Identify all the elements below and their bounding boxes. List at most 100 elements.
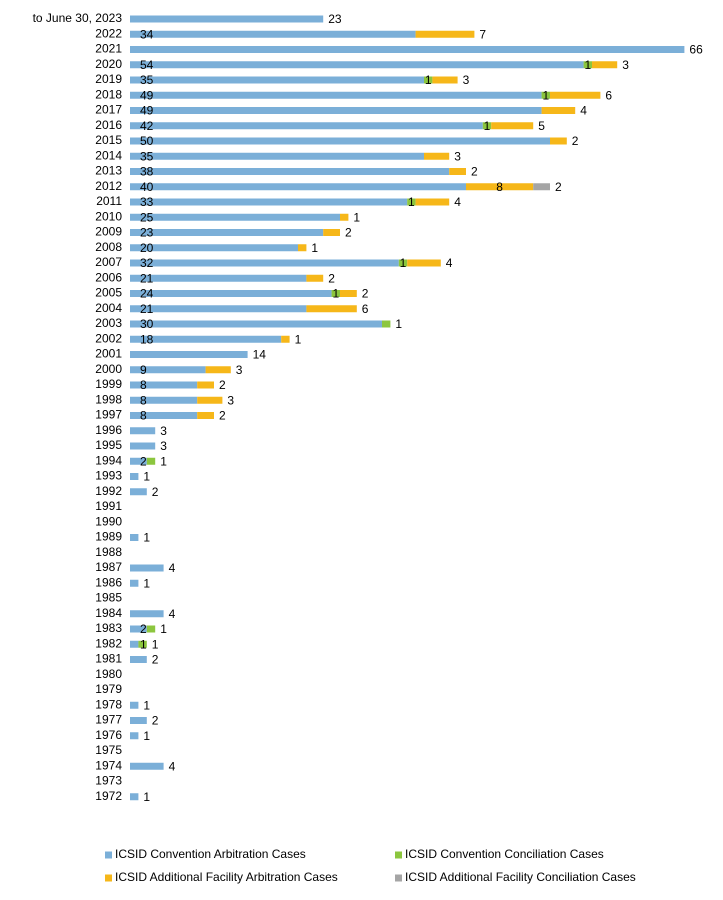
category-label: 1975 [95, 743, 122, 757]
data-label: 3 [622, 58, 629, 72]
bar-segment [130, 213, 340, 221]
category-label: 1989 [95, 530, 122, 544]
bar-segment [415, 198, 450, 206]
bar-segment [550, 137, 567, 145]
data-label: 1 [160, 454, 167, 468]
bar-segment [130, 76, 424, 84]
category-label: 2014 [95, 148, 122, 162]
bar-segment [205, 366, 231, 374]
category-label: 1977 [95, 713, 122, 727]
bar-segment [197, 412, 214, 419]
bar-segment [130, 244, 298, 252]
legend-swatch [395, 874, 402, 882]
category-label: 2004 [95, 301, 122, 315]
bar-segment [130, 137, 550, 145]
data-label: 4 [169, 561, 176, 575]
data-label: 2 [219, 378, 226, 392]
data-label: 6 [362, 302, 369, 316]
bar-segment [340, 290, 357, 297]
data-label: 54 [140, 58, 154, 72]
bar-segment [382, 320, 391, 328]
data-label: 4 [169, 607, 176, 621]
bar-segment [130, 717, 147, 724]
category-label: 1981 [95, 652, 122, 666]
data-label: 8 [140, 378, 147, 392]
bar-segment [130, 762, 164, 770]
category-label: to June 30, 2023 [33, 11, 123, 25]
data-label: 6 [605, 88, 612, 102]
data-label: 8 [140, 393, 147, 407]
category-label: 1994 [95, 453, 122, 467]
category-label: 1995 [95, 438, 122, 452]
bar-segment [130, 122, 483, 130]
category-label: 1992 [95, 484, 122, 498]
bar-segment [130, 320, 382, 328]
data-label: 18 [140, 332, 154, 346]
category-label: 2021 [95, 42, 122, 56]
category-label: 1980 [95, 667, 122, 681]
category-label: 1982 [95, 636, 122, 650]
bar-segment [130, 381, 198, 389]
data-label: 1 [425, 73, 432, 87]
category-label: 2006 [95, 270, 122, 284]
data-label: 4 [446, 256, 453, 270]
bar-segment [130, 534, 139, 541]
legend-label: ICSID Convention Conciliation Cases [405, 847, 604, 861]
bar-segment [130, 610, 164, 618]
bar-segment [432, 76, 458, 84]
bar-segment [424, 152, 450, 160]
data-label: 2 [345, 226, 352, 240]
bar-segment [130, 290, 332, 297]
bar-segment [130, 46, 685, 53]
bar-segment [298, 244, 307, 252]
data-label: 14 [253, 348, 267, 362]
data-label: 2 [328, 271, 335, 285]
category-label: 1976 [95, 728, 122, 742]
data-label: 23 [140, 226, 154, 240]
bar-segment [130, 427, 156, 435]
data-label: 66 [689, 43, 703, 57]
legend-swatch [105, 851, 112, 859]
category-label: 2001 [95, 347, 122, 361]
data-label: 1 [140, 637, 147, 651]
data-label: 1 [400, 256, 407, 270]
data-label: 34 [140, 27, 154, 41]
legend-label: ICSID Additional Facility Conciliation C… [405, 870, 636, 884]
data-label: 49 [140, 88, 154, 102]
bar-segment [331, 290, 340, 297]
data-label: 2 [152, 653, 159, 667]
category-label: 1993 [95, 469, 122, 483]
data-label: 3 [463, 73, 470, 87]
category-label: 1972 [95, 789, 122, 803]
bar-segment [130, 488, 147, 496]
bar-segment [583, 61, 592, 69]
category-label: 2016 [95, 118, 122, 132]
bar-segment [130, 412, 198, 419]
category-label: 2019 [95, 72, 122, 86]
data-label: 40 [140, 180, 154, 194]
data-label: 21 [140, 302, 154, 316]
bar-segment [466, 183, 534, 191]
bar-segment [482, 122, 492, 130]
bar-segment [449, 168, 466, 175]
category-label: 1988 [95, 545, 122, 559]
data-label: 38 [140, 165, 154, 179]
bar-segment [197, 396, 223, 404]
category-label: 1998 [95, 392, 122, 406]
bar-segment [130, 91, 542, 99]
data-label: 1 [542, 88, 549, 102]
data-label: 3 [236, 363, 243, 377]
bar-segment [130, 564, 164, 572]
bar-segment [541, 107, 576, 114]
data-label: 1 [143, 531, 150, 545]
bar-segment [130, 457, 147, 465]
category-label: 1983 [95, 621, 122, 635]
category-label: 1990 [95, 514, 122, 528]
data-label: 1 [143, 576, 150, 590]
data-label: 1 [143, 790, 150, 804]
category-label: 2022 [95, 26, 122, 40]
data-label: 2 [140, 454, 147, 468]
bar-segment [130, 625, 147, 633]
category-label: 1978 [95, 697, 122, 711]
category-label: 1984 [95, 606, 122, 620]
